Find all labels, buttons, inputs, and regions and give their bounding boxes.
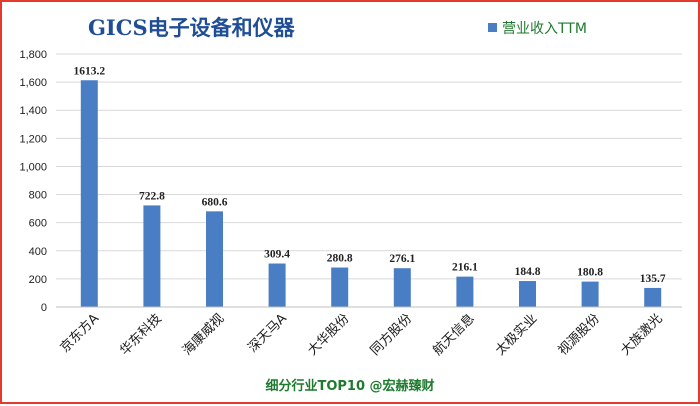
data-label: 280.8 — [327, 253, 353, 265]
bar — [206, 211, 223, 307]
category-label: 同方股份 — [367, 311, 415, 359]
category-label: 大族激光 — [617, 311, 665, 359]
data-label: 184.8 — [515, 266, 541, 278]
data-label: 180.8 — [577, 267, 603, 279]
category-label: 视源股份 — [556, 311, 603, 358]
y-tick-label: 1,000 — [19, 161, 47, 173]
category-label: 太极实业 — [493, 311, 540, 358]
y-tick-label: 400 — [29, 246, 47, 258]
category-label: 航天信息 — [430, 311, 478, 359]
y-tick-label: 1,200 — [19, 133, 47, 145]
category-label: 大华股份 — [305, 311, 352, 358]
y-tick-label: 200 — [29, 274, 47, 286]
category-label: 海康威视 — [179, 311, 227, 359]
data-label: 722.8 — [139, 190, 165, 202]
data-label: 135.7 — [640, 273, 666, 285]
bar — [268, 263, 286, 307]
data-label: 216.1 — [452, 262, 478, 274]
footer-text: 细分行业TOP10 @宏赫臻财 — [265, 378, 434, 394]
data-label: 309.4 — [264, 249, 290, 261]
y-tick-label: 1,800 — [19, 49, 47, 61]
bar — [143, 205, 161, 307]
y-tick-label: 800 — [29, 190, 47, 202]
bar — [644, 287, 662, 307]
y-tick-label: 0 — [41, 302, 47, 314]
bar — [80, 80, 98, 308]
category-label: 华东科技 — [117, 311, 164, 358]
bar — [331, 267, 349, 307]
category-label: 京东方A — [57, 310, 102, 355]
category-label: 深天马A — [245, 311, 290, 356]
y-tick-label: 1,600 — [19, 77, 47, 89]
legend-label: 营业收入TTM — [502, 21, 587, 37]
data-label: 680.6 — [202, 196, 228, 208]
bar — [393, 268, 411, 307]
legend-swatch — [488, 23, 497, 32]
data-label: 1613.2 — [73, 65, 105, 77]
chart-title: GICS电子设备和仪器 — [88, 15, 296, 40]
bar — [519, 281, 536, 307]
data-label: 276.1 — [389, 253, 415, 265]
bar — [456, 276, 474, 307]
y-tick-label: 1,400 — [19, 105, 47, 117]
y-tick-label: 600 — [29, 218, 47, 230]
bar — [581, 281, 599, 307]
